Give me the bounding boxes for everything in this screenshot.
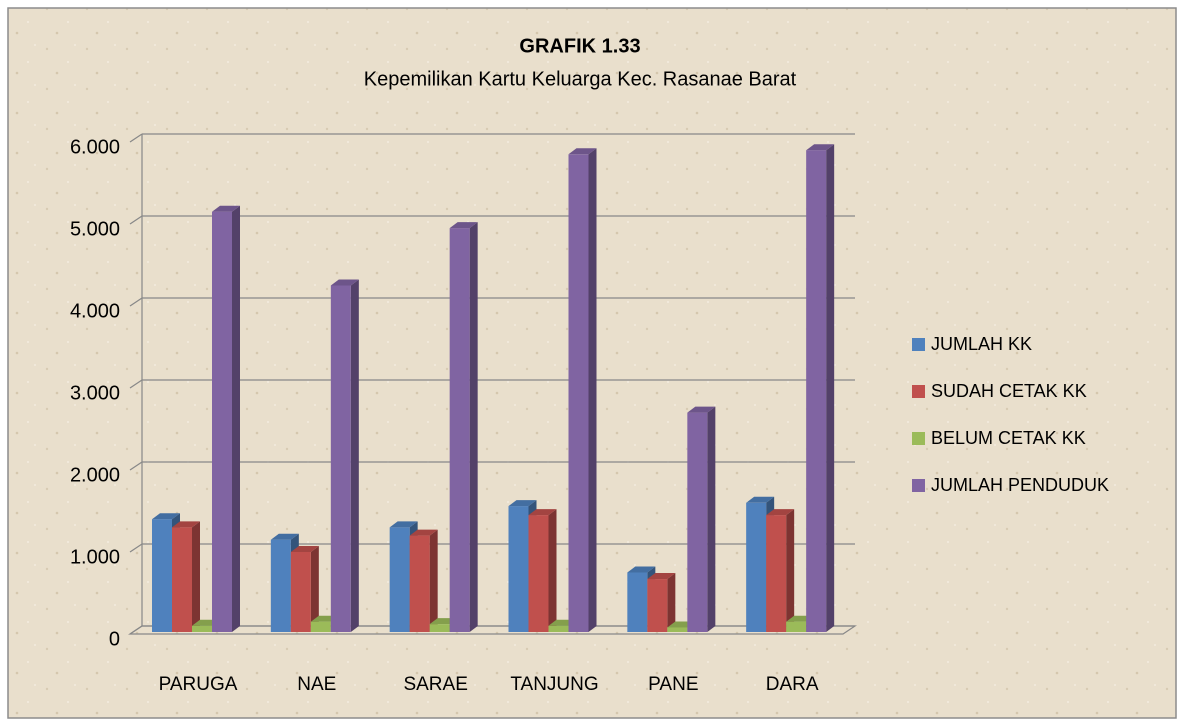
bar bbox=[409, 535, 430, 632]
bar-top bbox=[389, 521, 418, 528]
bar-side bbox=[350, 279, 359, 632]
bar bbox=[192, 625, 212, 632]
bar-side bbox=[429, 529, 438, 632]
bar-top bbox=[806, 144, 835, 151]
x-tick-label: PARUGA bbox=[159, 674, 238, 695]
bar-top bbox=[270, 533, 299, 540]
y-tick-label: 0 bbox=[109, 628, 120, 650]
bar-side bbox=[588, 148, 597, 633]
bar-top bbox=[409, 529, 438, 536]
legend-label: SUDAH CETAK KK bbox=[931, 381, 1087, 401]
bar bbox=[806, 150, 827, 632]
bar-side bbox=[826, 144, 835, 632]
bar bbox=[548, 625, 569, 632]
bar-top bbox=[212, 205, 240, 212]
x-tick-label: DARA bbox=[766, 674, 819, 695]
y-tick-label: 1.000 bbox=[70, 546, 120, 568]
bar-side bbox=[667, 573, 676, 632]
legend-swatch bbox=[912, 338, 925, 351]
bar bbox=[330, 285, 351, 632]
bar-top bbox=[687, 406, 716, 413]
grid-line-edge bbox=[129, 379, 143, 389]
chart-title: GRAFIK 1.33 bbox=[519, 35, 640, 57]
bar-top bbox=[528, 509, 557, 516]
y-tick-label: 6.000 bbox=[70, 136, 120, 158]
bar-top bbox=[508, 500, 537, 507]
y-tick-label: 4.000 bbox=[70, 300, 120, 322]
bar bbox=[310, 621, 331, 632]
legend-swatch bbox=[912, 479, 925, 492]
bar bbox=[647, 579, 668, 632]
chart-subtitle: Kepemilikan Kartu Keluarga Kec. Rasanae … bbox=[364, 68, 797, 90]
grid-line-edge bbox=[129, 133, 143, 143]
bar bbox=[766, 515, 787, 632]
y-tick-label: 5.000 bbox=[70, 218, 120, 240]
bar-side bbox=[707, 406, 716, 632]
grid-line-edge bbox=[129, 625, 143, 635]
bar bbox=[152, 519, 172, 632]
bar bbox=[508, 506, 529, 632]
bar-top bbox=[746, 496, 775, 503]
legend-label: JUMLAH KK bbox=[931, 334, 1032, 354]
legend-label: JUMLAH PENDUDUK bbox=[931, 475, 1109, 495]
bar bbox=[746, 502, 767, 632]
y-tick-label: 3.000 bbox=[70, 382, 120, 404]
bar bbox=[627, 572, 648, 632]
bar-top bbox=[647, 573, 676, 580]
y-tick-label: 2.000 bbox=[70, 464, 120, 486]
legend-swatch bbox=[912, 385, 925, 398]
bar-top bbox=[627, 566, 656, 573]
bar-side bbox=[192, 521, 200, 632]
bar-top bbox=[449, 222, 478, 229]
x-tick-label: TANJUNG bbox=[510, 674, 598, 695]
bar bbox=[786, 621, 807, 632]
bar-side bbox=[786, 509, 795, 632]
bar-side bbox=[310, 546, 319, 632]
grid-line-edge bbox=[129, 215, 143, 225]
x-tick-label: PANE bbox=[648, 674, 698, 695]
bar bbox=[429, 624, 450, 632]
bar bbox=[172, 527, 192, 632]
bar-top bbox=[568, 148, 597, 155]
bar bbox=[667, 627, 688, 632]
bar-top bbox=[152, 513, 180, 520]
bar-top bbox=[330, 279, 359, 286]
bar bbox=[212, 211, 232, 632]
bar bbox=[528, 515, 549, 632]
bar bbox=[270, 539, 291, 632]
legend-label: BELUM CETAK KK bbox=[931, 428, 1086, 448]
grid-line-edge bbox=[129, 461, 143, 471]
x-tick-label: NAE bbox=[297, 674, 336, 695]
bar bbox=[290, 552, 311, 632]
x-tick-label: SARAE bbox=[403, 674, 467, 695]
bar-top bbox=[290, 546, 319, 552]
grid-line-edge bbox=[129, 543, 143, 553]
legend-swatch bbox=[912, 432, 925, 445]
bar-top bbox=[766, 509, 795, 516]
bar-side bbox=[469, 222, 478, 632]
bar bbox=[568, 154, 589, 633]
grid-line-edge bbox=[129, 297, 143, 307]
bar-top bbox=[172, 521, 200, 528]
bar-side bbox=[232, 205, 240, 632]
bar-side bbox=[548, 509, 557, 632]
bar bbox=[389, 527, 410, 632]
bar bbox=[687, 412, 708, 632]
bar bbox=[449, 228, 470, 632]
